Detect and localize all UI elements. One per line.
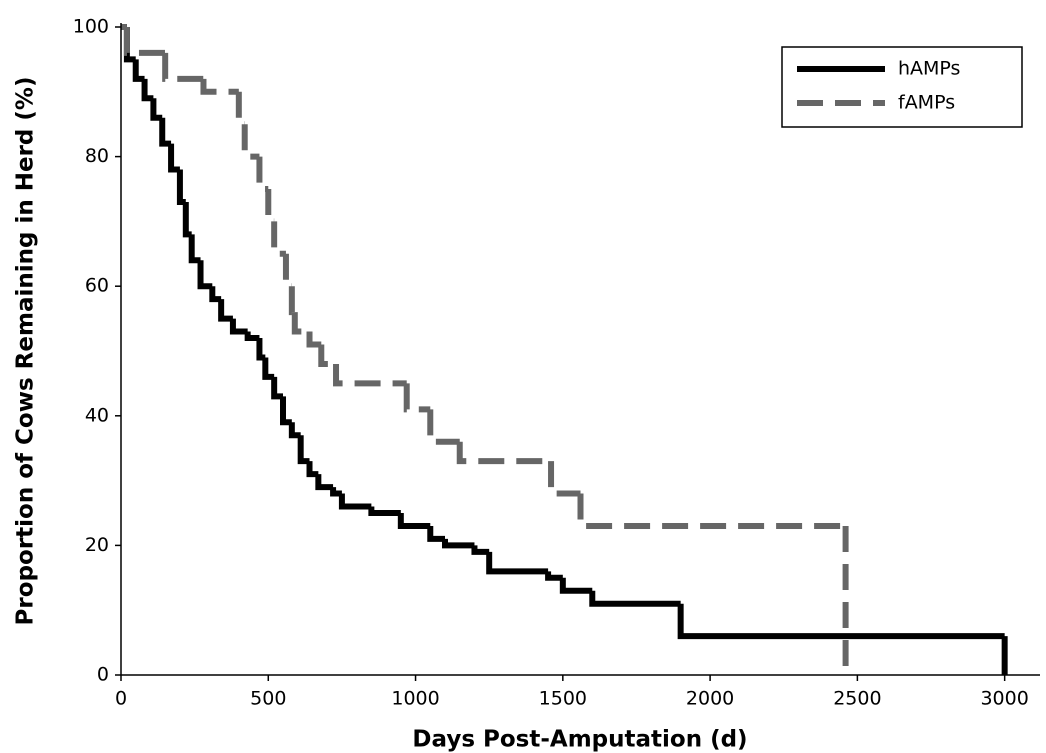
legend-box [781,46,1023,128]
y-axis-title: Proportion of Cows Remaining in Herd (%) [13,77,39,626]
series-step [182,201,192,238]
series-step [241,124,260,160]
series-step [306,461,319,478]
series-step [197,260,213,290]
series-step [330,487,342,497]
series-step [256,156,269,192]
series-step [368,506,401,516]
series-step [288,286,295,316]
series-step [159,117,172,147]
series-step [577,493,846,529]
series-step [200,78,239,95]
series-step [265,189,275,225]
series-step [338,493,372,510]
series-step [280,396,292,426]
y-tick-label: 0 [97,664,109,686]
series-step [271,376,284,400]
series-step [188,234,201,264]
series-step [244,331,260,342]
legend-label: hAMPs [898,58,960,80]
y-tick-label: 100 [73,16,109,38]
series-step [545,571,563,581]
series-step [132,59,145,82]
x-tick-label: 2000 [686,688,734,710]
series-step [235,91,245,128]
y-tick-label: 40 [85,404,109,426]
x-tick-label: 2500 [833,688,881,710]
series-step [677,603,1005,640]
series-step [427,409,460,445]
series-step [442,538,475,549]
series-step [397,513,431,529]
series-step [271,221,286,257]
series-step [209,286,222,303]
series-step [471,545,490,555]
y-tick-label: 80 [85,145,109,167]
series-step [123,27,166,56]
series-step [229,318,248,335]
y-tick-label: 60 [85,275,109,297]
legend-label: fAMPs [898,92,955,114]
series-step [162,52,204,82]
series-step [333,363,407,387]
series-step [427,525,446,542]
series-step [559,577,593,594]
x-tick-label: 0 [115,688,127,710]
series-step [168,143,180,173]
series-step [315,474,334,491]
series-step [262,357,275,380]
series-step [176,169,186,205]
series-step [486,551,549,575]
series-step [589,590,681,607]
y-tick-label: 20 [85,534,109,556]
series-step [218,299,233,322]
x-tick-label: 3000 [980,688,1028,710]
x-axis-title: Days Post-Amputation (d) [412,727,747,753]
series-step [288,422,301,439]
series-step [282,253,292,290]
series-step [548,461,581,497]
series-step [456,441,552,465]
series-step [256,338,266,361]
x-tick-label: 500 [250,688,286,710]
series-step [291,312,310,335]
series-step [297,435,310,465]
series-step [306,331,322,348]
series-step [141,78,154,102]
x-tick-label: 1500 [539,688,587,710]
series-step [150,98,163,121]
series-step [403,383,431,413]
series-step [318,344,337,367]
x-tick-label: 1000 [391,688,439,710]
